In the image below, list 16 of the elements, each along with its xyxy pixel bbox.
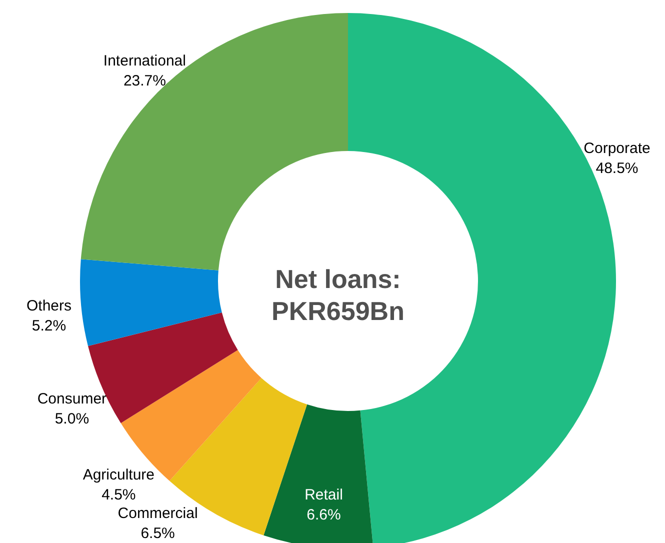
data-label: 6.5%	[140, 525, 175, 542]
slice-label: Consumer	[37, 390, 107, 408]
data-label: 23.7%	[123, 72, 166, 90]
data-label: 6.6%	[306, 506, 341, 524]
slice-label: International	[103, 52, 186, 70]
data-label: 5.2%	[32, 317, 66, 334]
data-label: 4.5%	[102, 486, 136, 504]
slice-label: Corporate	[584, 140, 650, 158]
slice-label: Retail	[304, 486, 343, 504]
slice-label: Agriculture	[82, 466, 155, 484]
slice-label: Others	[26, 297, 72, 314]
data-label: 48.5%	[596, 160, 638, 178]
slice-label: Commercial	[118, 505, 198, 522]
text: PKR659Bn	[272, 296, 404, 326]
text: Net loans:	[275, 264, 401, 294]
data-label: 5.0%	[54, 410, 90, 428]
